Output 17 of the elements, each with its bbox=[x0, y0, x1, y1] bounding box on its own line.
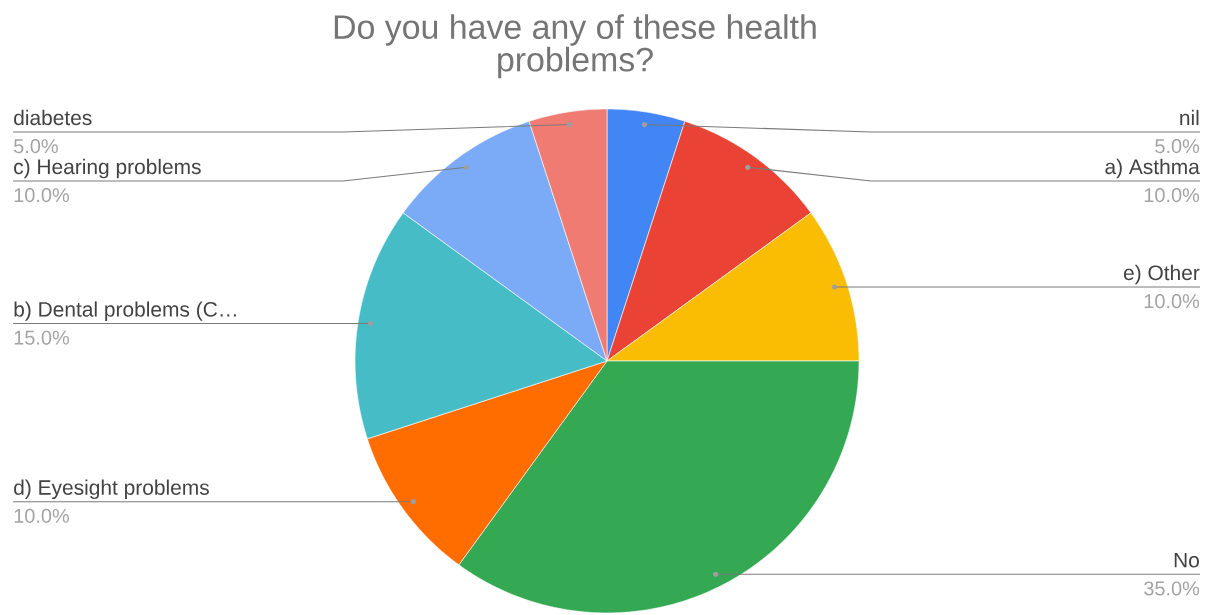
data-label: 5.0% bbox=[14, 139, 58, 154]
data-label: 10.0% bbox=[1144, 294, 1200, 309]
data-label: 10.0% bbox=[14, 188, 69, 203]
slice-label: c) Hearing problems bbox=[14, 158, 201, 179]
data-label: 10.0% bbox=[14, 508, 69, 523]
data-label: 5.0% bbox=[1155, 139, 1200, 154]
data-label: 35.0% bbox=[1144, 581, 1200, 596]
slice-label: nil bbox=[1180, 109, 1199, 125]
slice-label: diabetes bbox=[14, 109, 92, 126]
data-label: 10.0% bbox=[1144, 188, 1200, 203]
slice-label: b) Dental problems (C… bbox=[14, 301, 236, 321]
data-label: 15.0% bbox=[14, 330, 69, 345]
slice-label: d) Eyesight problems bbox=[14, 479, 209, 500]
slice-label: No bbox=[1174, 552, 1199, 568]
slice-label: a) Asthma bbox=[1105, 158, 1200, 179]
chart-title: Do you have any of these health problems? bbox=[334, 14, 816, 79]
slice-label: e) Other bbox=[1123, 264, 1200, 285]
